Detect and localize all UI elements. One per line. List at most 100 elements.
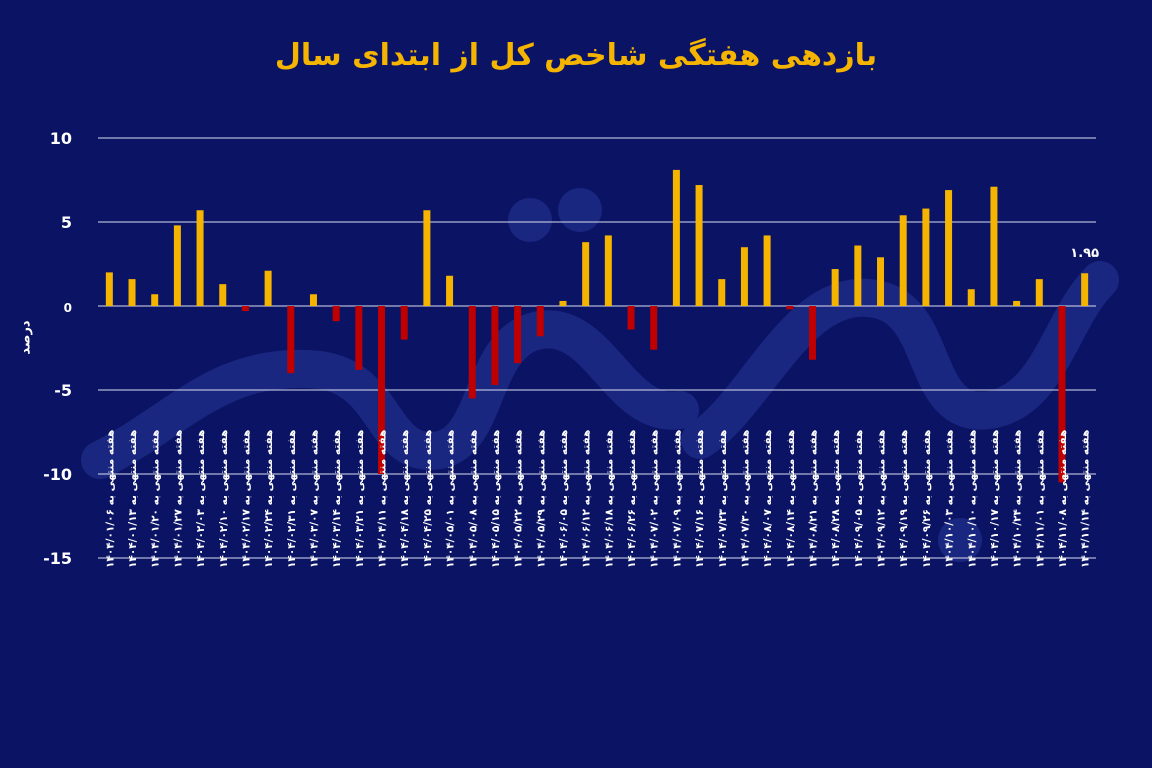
x-tick-label: هفته منتهی به ۱۴۰۴/۰۵/۱۵ <box>490 430 502 568</box>
bar <box>808 306 816 360</box>
x-tick-label: هفته منتهی به ۱۴۰۴/۰۳/۲۱ <box>354 430 366 568</box>
x-tick-label: هفته منتهی به ۱۴۰۴/۰۲/۱۷ <box>240 430 252 568</box>
bar <box>559 300 567 306</box>
x-tick-label: هفته منتهی به ۱۴۰۴/۰۳/۰۷ <box>308 430 320 568</box>
x-tick-label: هفته منتهی به ۱۴۰۴/۱۱/۰۱ <box>1034 430 1046 568</box>
bar <box>854 245 862 306</box>
bar <box>831 269 839 306</box>
bar <box>582 242 590 306</box>
x-tick-label: هفته منتهی به ۱۴۰۴/۱۱/۱۴ <box>1080 430 1092 568</box>
bar <box>718 279 726 306</box>
y-tick-label: 0 <box>64 301 72 315</box>
bar <box>627 306 635 330</box>
bar <box>173 225 181 306</box>
bar <box>309 294 317 306</box>
bar <box>219 284 227 306</box>
bar <box>740 247 748 306</box>
x-tick-label: هفته منتهی به ۱۴۰۴/۰۲/۱۰ <box>218 430 230 568</box>
bar <box>400 306 408 340</box>
x-tick-label: هفته منتهی به ۱۴۰۴/۰۱/۲۰ <box>150 430 162 568</box>
x-tick-label: هفته منتهی به ۱۴۰۴/۱۰/۰۳ <box>944 430 956 568</box>
x-tick-label: هفته منتهی به ۱۴۰۴/۰۹/۰۵ <box>853 430 865 568</box>
bar <box>378 306 386 474</box>
bar <box>196 210 204 306</box>
bar <box>332 306 340 322</box>
x-tick-labels: هفته منتهی به ۱۴۰۴/۰۱/۰۶ هفته منتهی به ۱۴… <box>104 430 1091 568</box>
x-tick-label: هفته منتهی به ۱۴۰۴/۰۵/۰۱ <box>445 430 457 568</box>
x-tick-label: هفته منتهی به ۱۴۰۴/۰۷/۱۶ <box>694 430 706 568</box>
x-tick-label: هفته منتهی به ۱۴۰۴/۰۶/۱۲ <box>581 430 593 568</box>
x-tick-label: هفته منتهی به ۱۴۰۴/۰۶/۱۸ <box>603 430 615 568</box>
bar <box>695 185 703 306</box>
y-tick-label: 5 <box>61 213 72 232</box>
bar <box>105 272 113 306</box>
bar <box>151 294 159 306</box>
x-tick-label: هفته منتهی به ۱۴۰۴/۱۰/۱۷ <box>989 430 1001 568</box>
bar <box>922 208 930 306</box>
x-tick-label: هفته منتهی به ۱۴۰۴/۰۳/۱۴ <box>331 430 343 568</box>
x-tick-label: هفته منتهی به ۱۴۰۴/۰۸/۲۱ <box>807 430 819 568</box>
bar <box>1035 279 1043 306</box>
bar <box>264 270 272 306</box>
x-tick-label: هفته منتهی به ۱۴۰۴/۰۸/۰۷ <box>762 430 774 568</box>
bar <box>604 235 612 306</box>
x-tick-label: هفته منتهی به ۱۴۰۴/۰۹/۱۲ <box>876 430 888 568</box>
bar <box>672 169 680 306</box>
x-tick-label: هفته منتهی به ۱۴۰۴/۰۷/۳۰ <box>739 430 751 568</box>
x-tick-label: هفته منتهی به ۱۴۰۴/۰۷/۰۹ <box>671 430 683 568</box>
bar <box>1081 273 1089 306</box>
x-tick-label: هفته منتهی به ۱۴۰۴/۱۰/۱۰ <box>966 430 978 568</box>
x-tick-label: هفته منتهی به ۱۴۰۴/۰۸/۱۴ <box>785 430 797 568</box>
bar <box>877 257 885 306</box>
y-tick-label: 10 <box>50 129 72 148</box>
x-tick-label: هفته منتهی به ۱۴۰۴/۰۲/۰۳ <box>195 430 207 568</box>
bar <box>468 306 476 399</box>
bar <box>990 186 998 306</box>
x-tick-label: هفته منتهی به ۱۴۰۴/۰۹/۱۹ <box>898 430 910 568</box>
bar <box>1013 300 1021 306</box>
bar <box>287 306 295 374</box>
y-axis-label: درصد <box>18 320 34 355</box>
bar <box>945 190 953 306</box>
x-tick-label: هفته منتهی به ۱۴۰۴/۰۵/۲۹ <box>535 430 547 568</box>
x-tick-label: هفته منتهی به ۱۴۰۴/۱۰/۲۴ <box>1012 430 1024 568</box>
bar <box>355 306 363 370</box>
x-tick-label: هفته منتهی به ۱۴۰۴/۰۵/۲۲ <box>513 430 525 568</box>
bar <box>763 235 771 306</box>
bar <box>514 306 522 364</box>
chart-title: بازدهی هفتگی شاخص کل از ابتدای سال <box>274 38 878 73</box>
x-tick-label: هفته منتهی به ۱۴۰۴/۰۹/۲۶ <box>921 430 933 568</box>
x-tick-label: هفته منتهی به ۱۴۰۴/۰۲/۳۱ <box>286 430 298 568</box>
y-tick-labels: 10 5 0 -5 -10 -15 <box>43 129 72 568</box>
y-tick-label: -15 <box>43 549 72 568</box>
x-tick-label: هفته منتهی به ۱۴۰۴/۰۱/۰۶ <box>104 430 116 568</box>
annotation-layer: ۱.۹۵ <box>1070 246 1099 261</box>
x-tick-label: هفته منتهی به ۱۴۰۴/۰۱/۲۷ <box>172 430 184 568</box>
x-tick-label: هفته منتهی به ۱۴۰۴/۰۵/۰۸ <box>467 430 479 568</box>
grid-layer <box>98 137 1096 559</box>
bar <box>446 275 454 306</box>
bar <box>650 306 658 350</box>
y-tick-label: -5 <box>54 381 72 400</box>
x-tick-label: هفته منتهی به ۱۴۰۴/۰۴/۲۵ <box>422 430 434 568</box>
x-tick-label: هفته منتهی به ۱۴۰۴/۰۷/۰۲ <box>649 430 661 568</box>
bar-layer <box>105 169 1089 483</box>
bar <box>536 306 544 337</box>
bar <box>786 306 794 310</box>
x-tick-label: هفته منتهی به ۱۴۰۴/۰۸/۲۸ <box>830 430 842 568</box>
y-tick-label: -10 <box>43 465 72 484</box>
x-tick-label: هفته منتهی به ۱۴۰۴/۱۱/۰۸ <box>1057 430 1069 568</box>
bar <box>1058 306 1066 483</box>
x-tick-label: هفته منتهی به ۱۴۰۴/۰۶/۲۶ <box>626 430 638 568</box>
x-tick-label: هفته منتهی به ۱۴۰۴/۰۴/۱۱ <box>377 430 389 568</box>
x-tick-label: هفته منتهی به ۱۴۰۴/۰۴/۱۸ <box>399 430 411 568</box>
bar <box>241 306 249 312</box>
bar <box>423 210 431 306</box>
x-tick-label: هفته منتهی به ۱۴۰۴/۰۷/۲۳ <box>717 430 729 568</box>
bar <box>128 279 136 306</box>
bar <box>899 215 907 306</box>
data-label: ۱.۹۵ <box>1070 246 1099 261</box>
bar <box>491 306 499 385</box>
